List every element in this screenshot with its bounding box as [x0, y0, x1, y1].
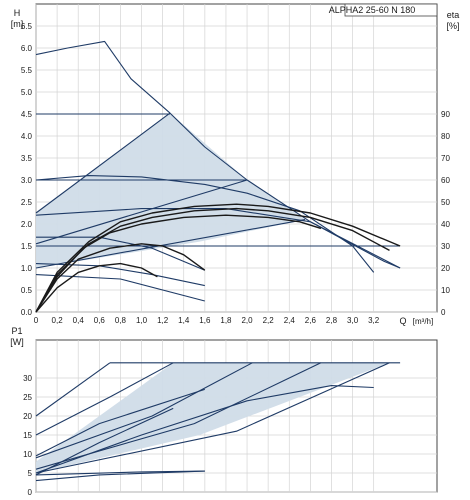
y-axis-label: H: [14, 8, 21, 18]
x-tick-label: 0,6: [94, 316, 106, 325]
y2-tick-label: 60: [441, 176, 450, 185]
head-curve: [35, 179, 248, 245]
x-axis-unit: [m³/h]: [413, 317, 433, 326]
y-tick-label: 0: [28, 488, 33, 497]
power-curve: [35, 362, 174, 436]
y-tick-label: 2.5: [21, 198, 33, 207]
head-curve: [35, 175, 375, 273]
power-ticks: 0 5 10 15 20 25 30: [23, 374, 32, 497]
y-tick-label: 2.0: [21, 220, 33, 229]
x-tick-label: 0,2: [52, 316, 64, 325]
y-tick-label: 3.0: [21, 176, 33, 185]
title-box: [344, 3, 438, 17]
p1-axis-label: P1: [11, 326, 22, 336]
power-range-area: [36, 362, 390, 473]
x-tick-label: 2,4: [284, 316, 296, 325]
power-curve: [35, 470, 205, 476]
x-tick-label: 2,2: [263, 316, 275, 325]
x-tick-label: 1,0: [136, 316, 148, 325]
y-tick-label: 6.5: [21, 22, 33, 31]
x-tick-label: 1,8: [220, 316, 232, 325]
power-curve: [35, 388, 205, 457]
x-axis-label: Q: [399, 316, 406, 326]
head-curve: [35, 243, 206, 313]
x-tick-label: 2,0: [241, 316, 253, 325]
y-tick-label: 0.5: [21, 286, 33, 295]
y2-tick-label: 80: [441, 132, 450, 141]
y2-tick-label: 50: [441, 198, 450, 207]
head-panel: 0 0,2 0,4 0,6 0,8 1,0 1,2 1,4 1,6 1,8 2,0 2,2 2,4 2,6…: [11, 3, 460, 326]
y-tick-label: 1.5: [21, 242, 33, 251]
power-curve: [35, 362, 111, 417]
x-tick-label: 3,2: [368, 316, 380, 325]
y2-tick-label: 40: [441, 220, 450, 229]
y-tick-label: 10: [23, 450, 32, 459]
x-tick-label: 1,4: [178, 316, 190, 325]
head-curve: [35, 203, 401, 313]
y2-tick-label: 70: [441, 154, 450, 163]
power-curve: [35, 470, 205, 482]
power-curve: [35, 407, 174, 476]
chart-title: ALPHA2 25-60 N 180: [329, 5, 416, 15]
y2-tick-label: 20: [441, 264, 450, 273]
x-tick-label: 2,8: [326, 316, 338, 325]
y2-tick-label: 0: [441, 308, 446, 317]
y-tick-label: 4.5: [21, 110, 33, 119]
power-panel: 0 5 10 15 20 25 30 P1 [W]: [10, 326, 438, 497]
y-tick-label: 1.0: [21, 264, 33, 273]
y-tick-label: 25: [23, 393, 32, 402]
head-curve: [36, 236, 206, 271]
head-range-area: [36, 113, 306, 268]
x-tick-label: 0,8: [115, 316, 127, 325]
y2-axis-unit: [%]: [446, 21, 459, 31]
head-curve: [35, 274, 205, 302]
head-curve: [35, 112, 171, 214]
head-curve: [35, 262, 158, 313]
y-tick-label: 20: [23, 412, 32, 421]
y-tick-label: 0.0: [21, 308, 33, 317]
y-tick-label: 5: [28, 469, 33, 478]
x-tick-label: 0,4: [73, 316, 85, 325]
x-tick-label: 2,6: [305, 316, 317, 325]
x-tick-label: 1,2: [157, 316, 169, 325]
y2-tick-label: 30: [441, 242, 450, 251]
y-tick-label: 15: [23, 431, 32, 440]
y2-tick-label: 90: [441, 110, 450, 119]
head-ticks: 0 0,2 0,4 0,6 0,8 1,0 1,2 1,4 1,6 1,8 2,0 2,2 2,4 2,6…: [21, 22, 451, 325]
x-tick-label: 0: [34, 316, 39, 325]
head-series: [35, 40, 401, 313]
y2-tick-label: 10: [441, 286, 450, 295]
p1-axis-unit: [W]: [10, 337, 24, 347]
y-tick-label: 6.0: [21, 44, 33, 53]
head-curve: [35, 214, 322, 313]
y-tick-label: 3.5: [21, 154, 33, 163]
y-tick-label: 30: [23, 374, 32, 383]
y-tick-label: 5.5: [21, 66, 33, 75]
power-curve: [35, 362, 253, 459]
x-tick-label: 3,0: [347, 316, 359, 325]
y-tick-label: 4.0: [21, 132, 33, 141]
head-curve: [35, 40, 401, 269]
power-curve: [35, 385, 374, 474]
head-curve: [35, 219, 306, 269]
y2-axis-label: eta: [447, 10, 460, 20]
y-tick-label: 5.0: [21, 88, 33, 97]
y-axis-unit: [m]: [11, 19, 24, 29]
power-series: [35, 362, 401, 482]
x-tick-label: 1,6: [199, 316, 211, 325]
